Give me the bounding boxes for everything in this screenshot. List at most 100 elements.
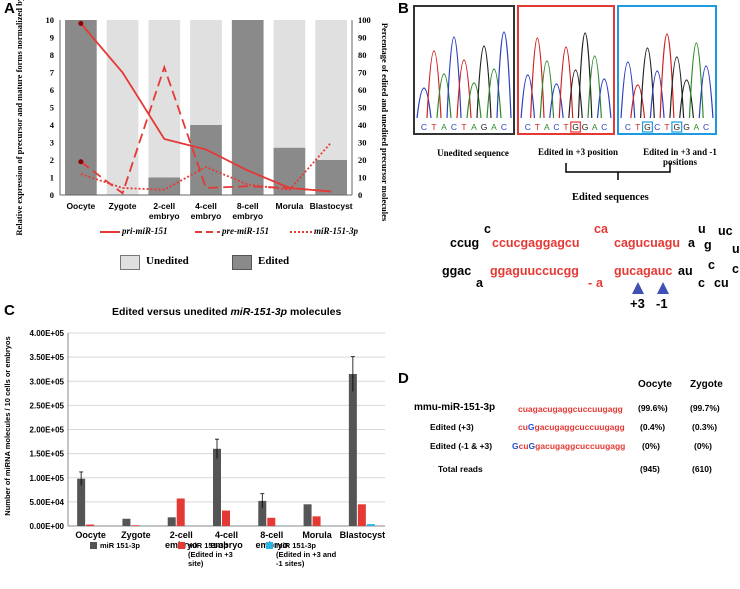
y-tick: 2.00E+05 <box>30 426 65 435</box>
base-call: A <box>441 122 447 132</box>
chroma-caption-3: Edited in +3 and -1 positions <box>643 147 717 167</box>
unedited-column <box>190 20 222 125</box>
base-call: T <box>461 122 466 132</box>
x-tick-label: embryo <box>232 211 263 221</box>
edited-brace <box>565 163 671 180</box>
panel-a-y-left-label: Relative expression of precursor and mat… <box>14 0 24 236</box>
edited-base-box <box>671 121 683 133</box>
base-call: C <box>451 122 457 132</box>
x-tick-label: 2-cell <box>153 201 175 211</box>
y-tick: 3.00E+05 <box>30 377 65 386</box>
bar <box>167 517 176 526</box>
y-left-tick: 9 <box>50 33 54 43</box>
y-tick: 1.50E+05 <box>30 450 65 459</box>
trace-peak <box>466 82 482 119</box>
x-tick-label: Morula <box>275 201 303 211</box>
x-tick-label: 8-cell <box>260 530 283 540</box>
base-call: G <box>481 122 488 132</box>
panel-a-columns <box>65 20 347 195</box>
base-call: C <box>553 122 559 132</box>
base-call: C <box>525 122 531 132</box>
x-tick-label: Oocyte <box>66 201 95 211</box>
panel-label-a: A <box>4 0 15 17</box>
x-tick-label: 2-cell <box>170 530 193 540</box>
pos-minus1: -1 <box>656 296 668 311</box>
x-tick-label: Morula <box>302 530 332 540</box>
bar <box>86 524 95 526</box>
legend-unedited: Unedited <box>146 255 189 267</box>
panel-d-table: Oocyte Zygote mmu-miR-151-3p cuagacugagg… <box>414 379 723 474</box>
base-call: T <box>664 122 669 132</box>
panel-a-legend-boxes: Unedited Edited <box>120 255 360 271</box>
unedited-column <box>106 20 139 195</box>
trace-peak <box>496 31 512 119</box>
base-call: G <box>683 122 690 132</box>
bar <box>222 510 230 526</box>
base-call: C <box>421 122 427 132</box>
unedited-column <box>315 20 347 160</box>
chroma-caption-1: Unedited sequence <box>437 148 509 158</box>
base-call: T <box>635 122 640 132</box>
bar <box>77 478 86 526</box>
y-left-tick: 4 <box>50 120 55 130</box>
base-call: G <box>582 122 589 132</box>
trace-peak <box>679 79 694 119</box>
panel-a-axes: Oocyte Zygote 2-cellembryo4-cellembryo8-ce… <box>46 15 371 221</box>
y-tick: 0.00E+00 <box>30 522 65 531</box>
panel-c-legend: miR 151-3p miR 151-3p (Edited in +3 site… <box>90 540 390 588</box>
panel-a-y-right-label: Percentage of edited and unedited precur… <box>380 23 390 222</box>
edited-column <box>148 177 181 195</box>
bar <box>213 448 221 526</box>
base-call: A <box>544 122 550 132</box>
legend-edited: Edited <box>258 255 290 267</box>
y-right-tick: 30 <box>358 138 367 148</box>
base-call: T <box>431 122 436 132</box>
base-call: A <box>693 122 699 132</box>
trace-peak <box>549 83 564 119</box>
bar <box>122 518 131 526</box>
panel-c-y-label: Number of miRNA molecules / 10 cells or … <box>3 336 12 515</box>
x-tick-label: Zygote <box>109 201 137 211</box>
trace-peak <box>620 61 636 119</box>
bar <box>258 500 267 526</box>
x-tick-label: Oocyte <box>75 530 106 540</box>
edited-column <box>190 125 222 195</box>
base-call: T <box>563 122 568 132</box>
x-tick-label: Blastocyst <box>310 201 353 211</box>
panel-label-c: C <box>4 302 15 319</box>
y-left-tick: 10 <box>46 15 55 25</box>
base-call: A <box>491 122 497 132</box>
trace-peak <box>630 84 646 119</box>
y-right-tick: 60 <box>358 85 367 95</box>
panel-c-chart: 0.00E+00 5.00E+04 1.00E+05 1.50E+05 2.00E+05… <box>3 329 385 550</box>
edited-base-box <box>570 121 581 133</box>
brace-label: Edited sequences <box>572 192 649 203</box>
y-right-tick: 100 <box>358 15 371 25</box>
base-call: G <box>644 122 651 132</box>
edited-base-box <box>641 121 653 133</box>
base-call: T <box>535 122 540 132</box>
bar <box>176 498 185 526</box>
y-left-tick: 0 <box>50 190 54 200</box>
trace-peak <box>416 87 432 119</box>
y-tick: 3.50E+05 <box>30 353 65 362</box>
bar <box>312 516 321 526</box>
trace-peak <box>568 69 583 119</box>
trace-peak <box>698 65 714 119</box>
position-arrows <box>632 282 669 294</box>
legend-edited-box <box>232 255 252 270</box>
y-right-tick: 10 <box>358 173 367 183</box>
y-left-tick: 6 <box>50 85 54 95</box>
bar <box>366 524 375 526</box>
bar <box>357 504 366 526</box>
y-tick: 4.00E+05 <box>30 329 65 338</box>
base-call: G <box>572 122 579 132</box>
edited-column <box>231 20 264 195</box>
y-right-tick: 80 <box>358 50 367 60</box>
y-right-tick: 50 <box>358 103 367 113</box>
header-oocyte: Oocyte <box>638 379 672 390</box>
panel-label-b: B <box>398 0 409 17</box>
marker <box>78 159 84 165</box>
bar <box>348 374 357 526</box>
